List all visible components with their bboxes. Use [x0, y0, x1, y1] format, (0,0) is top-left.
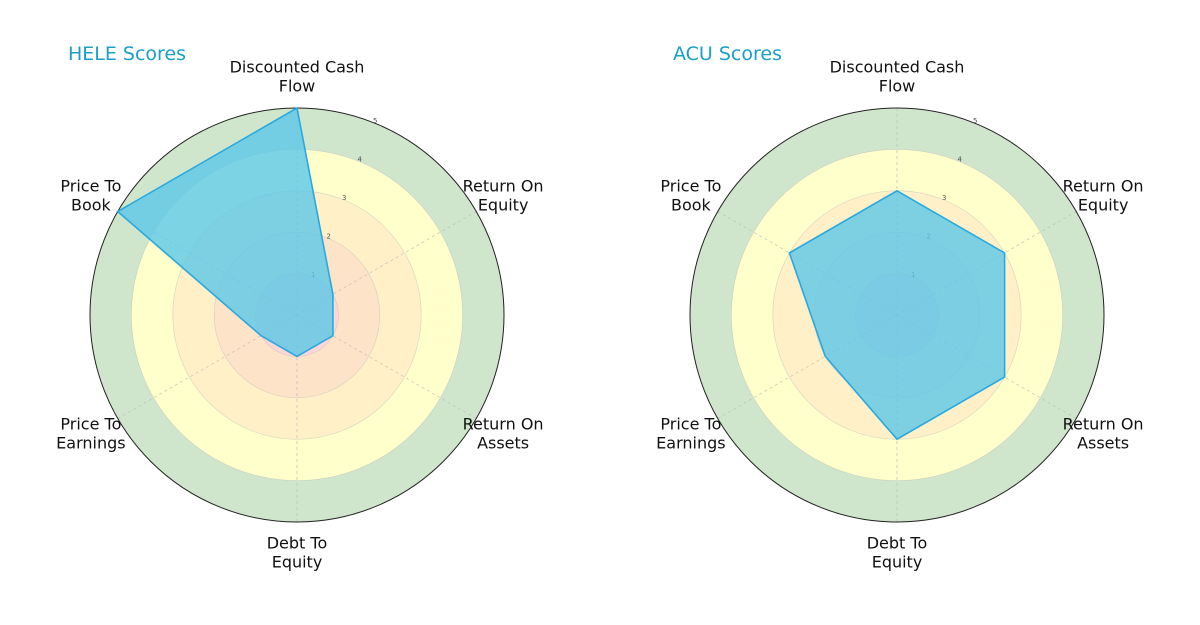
axis-label: Price To Earnings — [56, 415, 125, 453]
axis-label-line: Earnings — [656, 434, 725, 453]
spoke-3 — [296, 314, 477, 419]
axis-label-line: Discounted Cash — [830, 58, 965, 77]
axis-label-line: Return On — [1063, 415, 1144, 434]
radial-tick-label: 5 — [373, 117, 377, 125]
axis-label-line: Flow — [279, 77, 316, 96]
axis-label-line: Book — [671, 196, 712, 215]
axis-label: Return On Equity — [1063, 177, 1144, 215]
axis-label-line: Price To — [60, 415, 121, 434]
axis-label: Price To Earnings — [656, 415, 725, 453]
axis-label-line: Return On — [463, 415, 544, 434]
axis-label-line: Equity — [872, 553, 923, 572]
axis-label: Price To Book — [60, 177, 121, 215]
axis-label-line: Return On — [1063, 177, 1144, 196]
radial-tick-label: 4 — [358, 156, 363, 164]
axis-label: Debt To Equity — [267, 534, 328, 572]
radial-tick-label: 2 — [327, 232, 331, 240]
axis-label: Return On Assets — [463, 415, 544, 453]
spoke-2 — [296, 211, 477, 316]
axis-label-line: Equity — [1078, 196, 1129, 215]
axis-label-line: Book — [71, 196, 112, 215]
axis-label-line: Price To — [660, 177, 721, 196]
axis-label-line: Debt To — [267, 534, 328, 553]
axis-label: Return On Assets — [1063, 415, 1144, 453]
axis-label: Discounted Cash Flow — [830, 58, 965, 96]
outer-ring — [689, 107, 1105, 523]
radial-tick-label: 5 — [973, 117, 977, 125]
chart-title: ACU Scores — [673, 43, 782, 65]
spoke-5 — [717, 314, 898, 419]
axis-label-line: Earnings — [56, 434, 125, 453]
axis-label-line: Price To — [660, 415, 721, 434]
axis-label-line: Assets — [477, 434, 529, 453]
axis-label-line: Return On — [463, 177, 544, 196]
axis-label-line: Price To — [60, 177, 121, 196]
grid-ring-4 — [731, 149, 1063, 481]
axis-label: Return On Equity — [463, 177, 544, 215]
chart-title: HELE Scores — [68, 43, 186, 65]
axis-label-line: Equity — [478, 196, 529, 215]
axis-label-line: Equity — [272, 553, 323, 572]
axis-label-line: Discounted Cash — [230, 58, 365, 77]
axis-label-line: Debt To — [867, 534, 928, 553]
axis-label-line: Flow — [879, 77, 916, 96]
spoke-5 — [117, 314, 298, 419]
axis-label: Debt To Equity — [867, 534, 928, 572]
radial-tick-label: 3 — [342, 194, 346, 202]
axis-label-line: Assets — [1077, 434, 1129, 453]
axis-label: Price To Book — [660, 177, 721, 215]
axis-label: Discounted Cash Flow — [230, 58, 365, 96]
radial-tick-label: 4 — [958, 156, 963, 164]
radial-tick-label: 3 — [942, 194, 946, 202]
